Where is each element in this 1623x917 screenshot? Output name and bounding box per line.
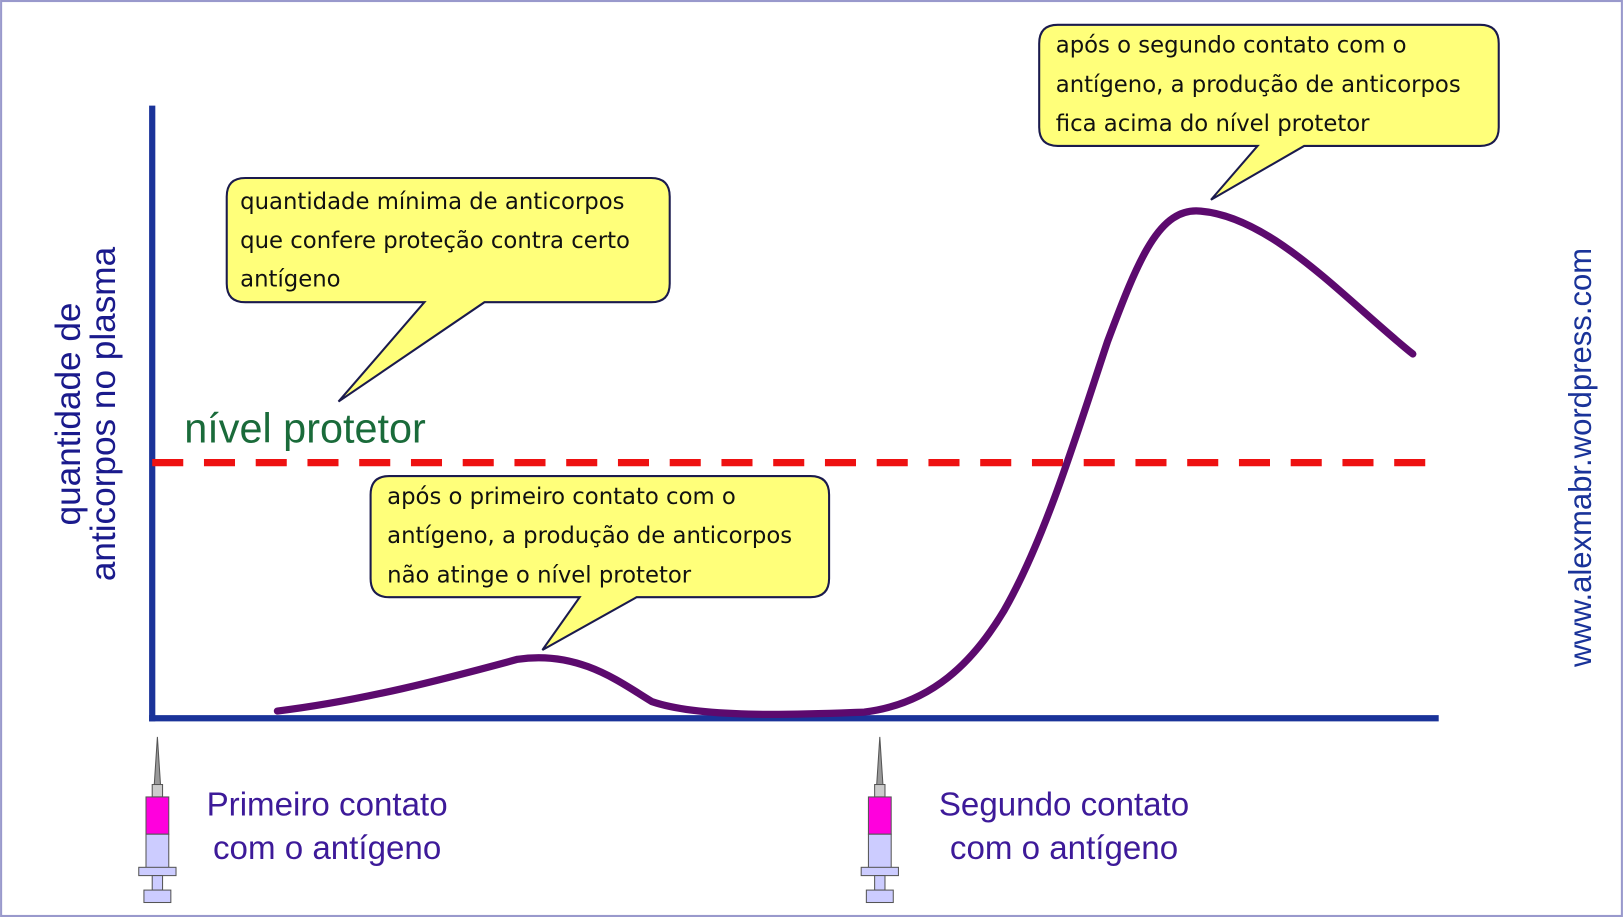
callout-text: fica acima do nível protetor xyxy=(1056,111,1370,137)
watermark: www.alexmabr.wordpress.com xyxy=(1563,248,1598,668)
syringe xyxy=(138,736,177,904)
event-label: com o antígeno xyxy=(213,830,441,867)
callout-text: após o primeiro contato com o xyxy=(387,484,736,510)
callout: após o segundo contato com o antígeno, a… xyxy=(1038,23,1500,201)
callout-text: que confere proteção contra certo xyxy=(240,228,630,254)
callout-text: após o segundo contato com o xyxy=(1056,33,1407,59)
axis-label: anticorpos no plasma xyxy=(84,246,123,581)
event-label: Segundo contato xyxy=(939,787,1189,824)
callout-text: antígeno, a produção de anticorpos xyxy=(387,523,792,549)
callout-text: antígeno xyxy=(240,266,340,292)
callout: após o primeiro contato com o antígeno, … xyxy=(369,475,831,651)
axis-label: quantidade de xyxy=(49,303,88,526)
callout-text: não atinge o nível protetor xyxy=(387,562,692,588)
callout-text: antígeno, a produção de anticorpos xyxy=(1056,72,1461,98)
event-label: Primeiro contato xyxy=(207,787,448,824)
event-label: com o antígeno xyxy=(950,830,1178,867)
protective-level-label: nível protetor xyxy=(184,405,426,451)
antibody-curve xyxy=(273,207,1417,719)
callout-text: quantidade mínima de anticorpos xyxy=(240,189,624,215)
syringe xyxy=(860,736,899,904)
callout: quantidade mínima de anticorpos que conf… xyxy=(225,176,671,403)
